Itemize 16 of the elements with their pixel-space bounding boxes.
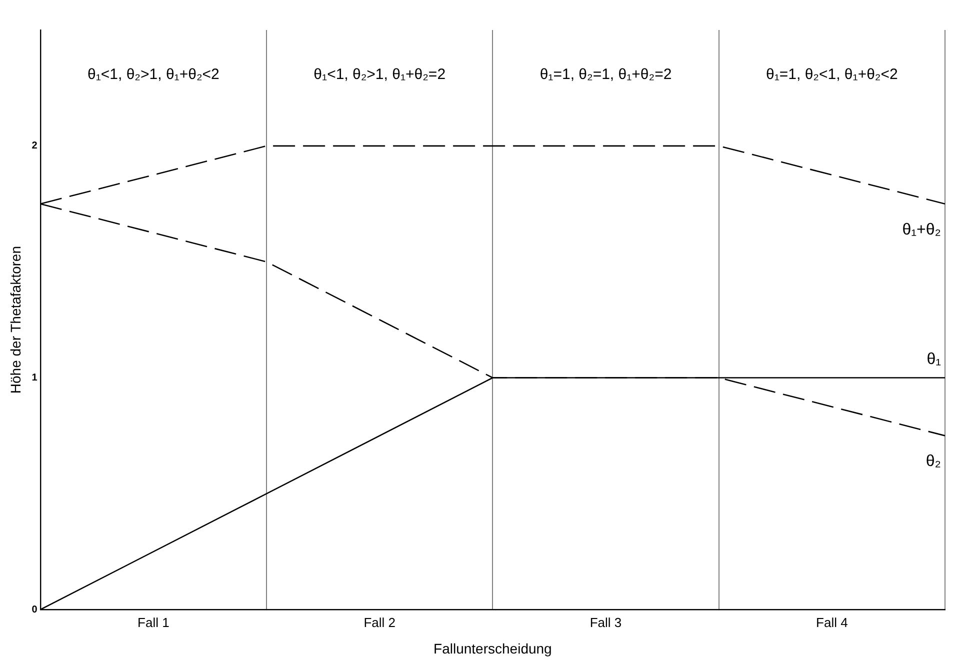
annotation: θ₁<1, θ₂>1, θ₁+θ₂=2 xyxy=(314,66,446,84)
y-tick-label: 0 xyxy=(32,604,38,616)
annotation: θ₁<1, θ₂>1, θ₁+θ₂<2 xyxy=(88,66,220,84)
annotation: θ₁=1, θ₂<1, θ₁+θ₂<2 xyxy=(766,66,898,84)
text: Fall 4 xyxy=(816,615,848,630)
series-label: θ₁ xyxy=(926,351,941,368)
text: Fall 1 xyxy=(138,615,170,630)
y-axis-title: Höhe der Thetafaktoren xyxy=(7,246,24,394)
y-tick-label: 2 xyxy=(32,140,38,152)
x-axis-title: Fallunterscheidung xyxy=(434,640,552,656)
annotation: θ₁=1, θ₂=1, θ₁+θ₂=2 xyxy=(540,66,672,84)
series-label: θ₂ xyxy=(926,453,941,470)
text: Fall 2 xyxy=(364,615,396,630)
y-tick-label: 1 xyxy=(32,372,38,384)
series-label: θ₁+θ₂ xyxy=(902,221,941,238)
text: Fall 3 xyxy=(590,615,622,630)
